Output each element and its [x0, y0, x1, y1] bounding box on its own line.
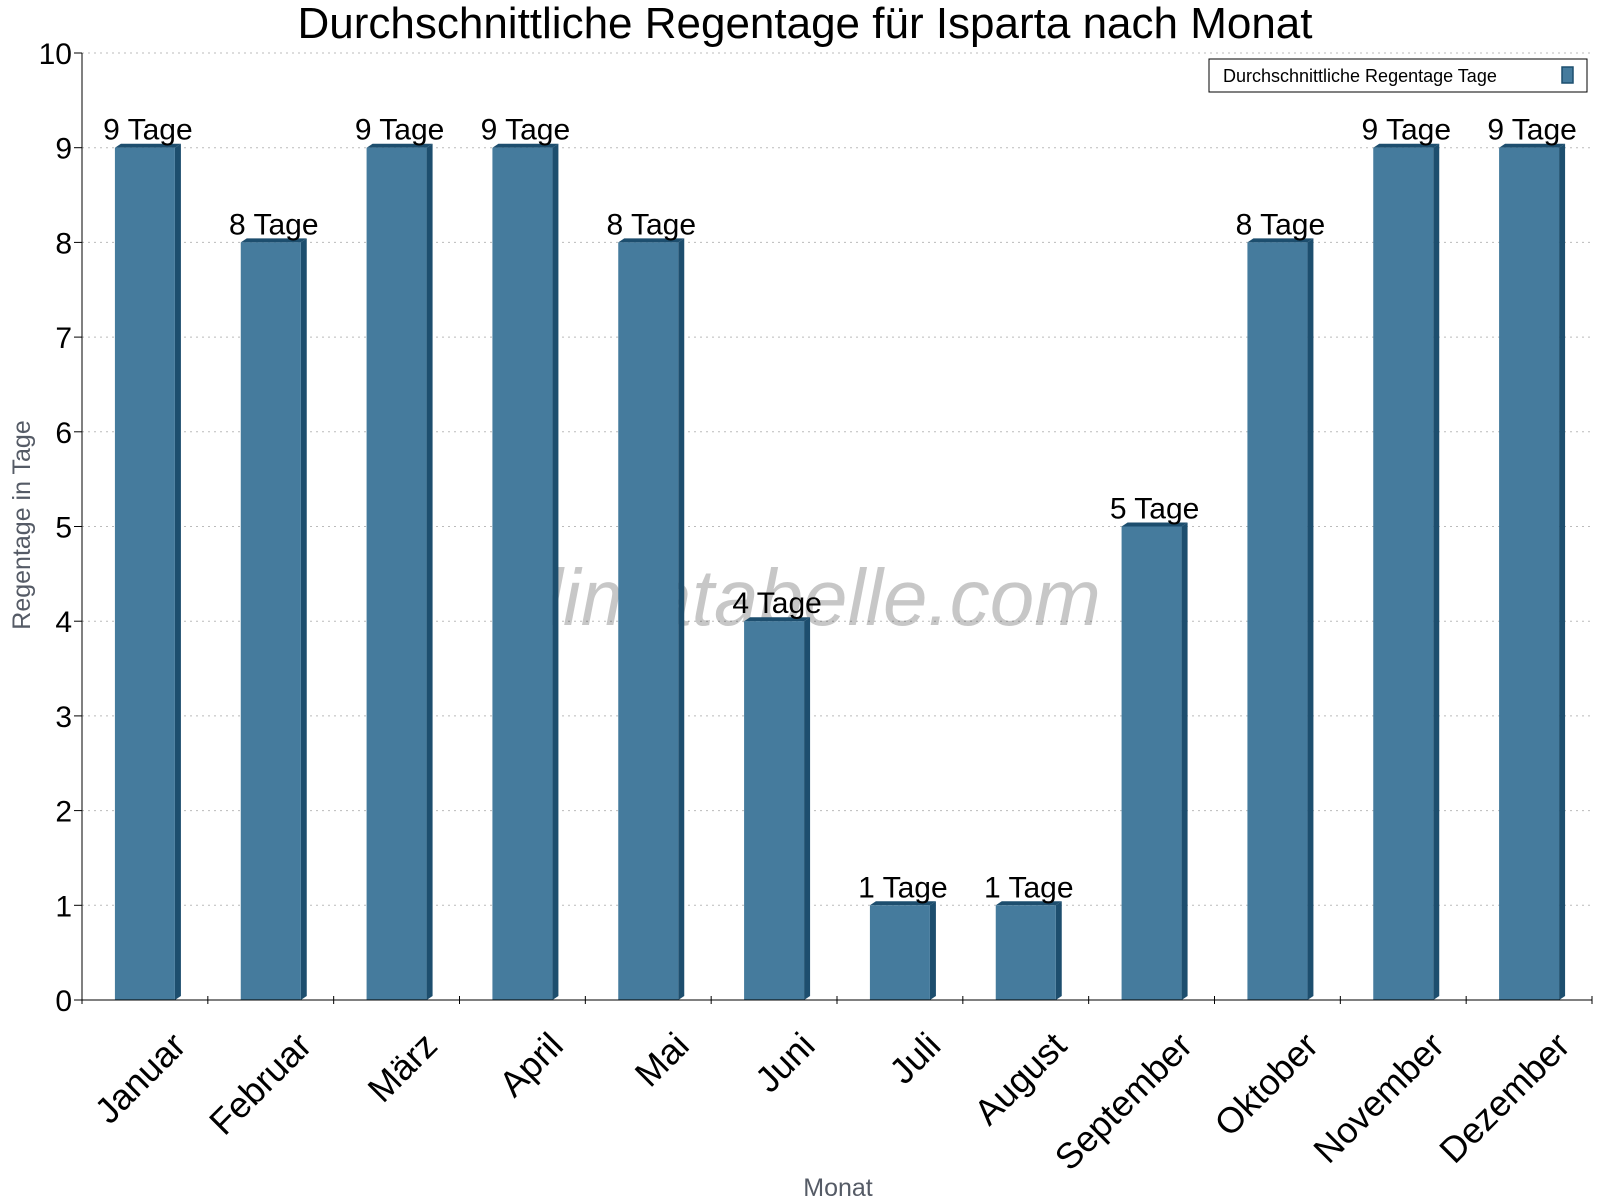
- x-tick-label-November: November: [1305, 1024, 1451, 1170]
- bar-side-März: [426, 143, 433, 1000]
- y-tick-label-3: 3: [55, 701, 72, 734]
- data-label-Mai: 8 Tage: [606, 208, 696, 241]
- bar-side-Oktober: [1307, 238, 1314, 1000]
- bar-side-Juni: [804, 617, 811, 1000]
- bar-top-Dezember: [1499, 143, 1566, 148]
- bar-top-Februar: [240, 238, 307, 243]
- bar-top-April: [492, 143, 559, 148]
- bar-front-März: [366, 147, 427, 1000]
- data-label-Oktober: 8 Tage: [1236, 208, 1326, 241]
- bar-front-Februar: [240, 242, 301, 1000]
- data-label-Februar: 8 Tage: [229, 208, 319, 241]
- chart-title: Durchschnittliche Regentage für Isparta …: [297, 0, 1312, 48]
- bar-front-Juni: [744, 621, 805, 1000]
- data-label-November: 9 Tage: [1361, 114, 1451, 147]
- bar-front-August: [995, 905, 1056, 1000]
- x-tick-label-Oktober: Oktober: [1206, 1024, 1326, 1144]
- x-tick-label-April: April: [491, 1024, 571, 1104]
- bars: [114, 143, 1566, 1000]
- data-label-Juni: 4 Tage: [732, 587, 822, 620]
- bar-Mai: [618, 238, 685, 1000]
- x-tick-label-Juni: Juni: [747, 1024, 823, 1100]
- bar-side-Januar: [174, 143, 181, 1000]
- legend-label: Durchschnittliche Regentage Tage: [1223, 66, 1497, 86]
- gridlines: [82, 52, 1592, 906]
- y-tick-label-6: 6: [55, 417, 72, 450]
- bar-top-August: [995, 901, 1062, 906]
- bar-front-September: [1121, 526, 1182, 1000]
- bar-November: [1373, 143, 1440, 1000]
- y-tick-label-5: 5: [55, 512, 72, 545]
- bar-top-Januar: [114, 143, 181, 148]
- x-axis-title: Monat: [803, 1174, 873, 1200]
- data-label-August: 1 Tage: [984, 871, 1074, 904]
- bar-front-Mai: [618, 242, 679, 1000]
- x-tick-label-September: September: [1047, 1024, 1201, 1178]
- y-tick-label-7: 7: [55, 322, 72, 355]
- x-tick-label-Februar: Februar: [201, 1024, 319, 1142]
- x-tick-label-März: März: [359, 1024, 445, 1110]
- bar-side-April: [552, 143, 559, 1000]
- y-tick-label-4: 4: [55, 606, 72, 639]
- y-tick-label-8: 8: [55, 227, 72, 260]
- bar-front-April: [492, 147, 553, 1000]
- bar-front-Oktober: [1247, 242, 1308, 1000]
- data-label-April: 9 Tage: [481, 114, 571, 147]
- y-tick-label-1: 1: [55, 890, 72, 923]
- x-tick-label-Mai: Mai: [627, 1024, 697, 1094]
- bar-side-Dezember: [1559, 143, 1566, 1000]
- data-label-Januar: 9 Tage: [103, 114, 193, 147]
- y-tick-label-10: 10: [39, 38, 72, 71]
- bar-Januar: [114, 143, 181, 1000]
- legend: Durchschnittliche Regentage Tage: [1208, 58, 1588, 93]
- bar-side-September: [1181, 522, 1188, 1000]
- bar-September: [1121, 522, 1188, 1000]
- y-axis-title: Regentage in Tage: [8, 420, 36, 629]
- data-label-Dezember: 9 Tage: [1487, 114, 1577, 147]
- x-tick-label-August: August: [966, 1024, 1074, 1132]
- bar-top-Mai: [618, 238, 685, 243]
- legend-box: [1208, 58, 1588, 93]
- bar-side-Februar: [300, 238, 307, 1000]
- bar-Juli: [869, 901, 936, 1000]
- data-label-September: 5 Tage: [1110, 493, 1200, 526]
- bar-front-Juli: [869, 905, 930, 1000]
- bar-Juni: [744, 617, 811, 1000]
- bar-side-August: [1055, 901, 1062, 1000]
- bar-März: [366, 143, 433, 1000]
- bar-April: [492, 143, 559, 1000]
- y-tick-label-2: 2: [55, 796, 72, 829]
- bar-side-Mai: [678, 238, 685, 1000]
- bar-front-Dezember: [1499, 147, 1560, 1000]
- bar-Oktober: [1247, 238, 1314, 1000]
- bar-top-November: [1373, 143, 1440, 148]
- bar-top-März: [366, 143, 433, 148]
- y-tick-label-9: 9: [55, 133, 72, 166]
- bar-side-Juli: [929, 901, 936, 1000]
- bar-top-Oktober: [1247, 238, 1314, 243]
- data-label-März: 9 Tage: [355, 114, 445, 147]
- x-tick-label-Januar: Januar: [87, 1024, 194, 1131]
- bar-August: [995, 901, 1062, 1000]
- x-tick-label-Juli: Juli: [881, 1024, 948, 1091]
- bar-Dezember: [1499, 143, 1566, 1000]
- x-tick-label-Dezember: Dezember: [1431, 1024, 1577, 1170]
- bar-side-November: [1433, 143, 1440, 1000]
- y-tick-label-0: 0: [55, 985, 72, 1018]
- data-label-Juli: 1 Tage: [858, 871, 948, 904]
- bar-front-November: [1373, 147, 1434, 1000]
- bar-top-Juni: [744, 617, 811, 622]
- bar-top-Juli: [869, 901, 936, 906]
- legend-swatch: [1561, 66, 1574, 84]
- data-labels: 9 Tage 8 Tage 9 Tage 9 Tage 8 Tage 4 Tage 1 Ta…: [103, 114, 1577, 905]
- bar-top-September: [1121, 522, 1188, 527]
- bar-Februar: [240, 238, 307, 1000]
- bar-front-Januar: [114, 147, 175, 1000]
